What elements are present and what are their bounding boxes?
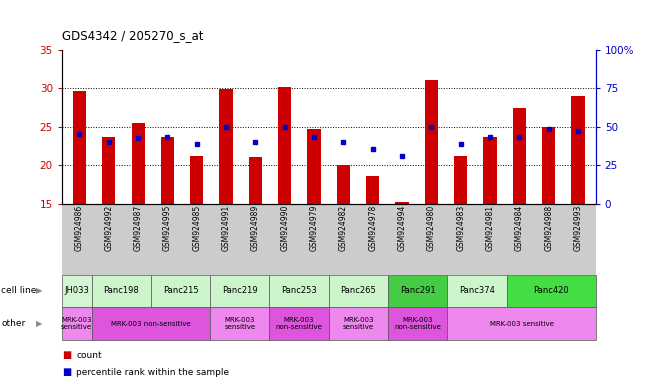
Bar xyxy=(337,165,350,204)
Text: ■: ■ xyxy=(62,350,71,360)
Text: MRK-003 non-sensitive: MRK-003 non-sensitive xyxy=(111,321,191,326)
Bar xyxy=(395,202,409,204)
Text: count: count xyxy=(76,351,102,360)
Text: MRK-003
non-sensitive: MRK-003 non-sensitive xyxy=(275,317,322,330)
Text: Panc420: Panc420 xyxy=(533,286,569,295)
Text: Panc215: Panc215 xyxy=(163,286,199,295)
Bar xyxy=(219,89,232,204)
Text: ▶: ▶ xyxy=(36,319,42,328)
Text: Panc291: Panc291 xyxy=(400,286,436,295)
Bar xyxy=(190,156,203,204)
Bar xyxy=(513,108,526,204)
Text: MRK-003
sensitive: MRK-003 sensitive xyxy=(343,317,374,330)
Text: MRK-003
sensitive: MRK-003 sensitive xyxy=(224,317,255,330)
Bar xyxy=(249,157,262,204)
Text: GDS4342 / 205270_s_at: GDS4342 / 205270_s_at xyxy=(62,29,203,42)
Bar xyxy=(73,91,86,204)
Bar xyxy=(484,137,497,204)
Text: MRK-003
non-sensitive: MRK-003 non-sensitive xyxy=(395,317,441,330)
Bar xyxy=(572,96,585,204)
Text: Panc198: Panc198 xyxy=(104,286,139,295)
Bar xyxy=(161,137,174,204)
Text: Panc265: Panc265 xyxy=(340,286,376,295)
Text: Panc219: Panc219 xyxy=(222,286,258,295)
Text: Panc253: Panc253 xyxy=(281,286,317,295)
Bar xyxy=(366,176,380,204)
Bar xyxy=(425,80,438,204)
Text: JH033: JH033 xyxy=(64,286,89,295)
Bar xyxy=(542,127,555,204)
Text: percentile rank within the sample: percentile rank within the sample xyxy=(76,368,229,377)
Text: MRK-003 sensitive: MRK-003 sensitive xyxy=(490,321,553,326)
Text: cell line: cell line xyxy=(1,286,36,295)
Bar xyxy=(278,87,292,204)
Bar xyxy=(454,156,467,204)
Text: ▶: ▶ xyxy=(36,286,42,295)
Bar xyxy=(307,129,321,204)
Bar xyxy=(132,123,145,204)
Text: Panc374: Panc374 xyxy=(459,286,495,295)
Text: other: other xyxy=(1,319,25,328)
Bar xyxy=(102,137,115,204)
Text: ■: ■ xyxy=(62,367,71,377)
Text: MRK-003
sensitive: MRK-003 sensitive xyxy=(61,317,92,330)
